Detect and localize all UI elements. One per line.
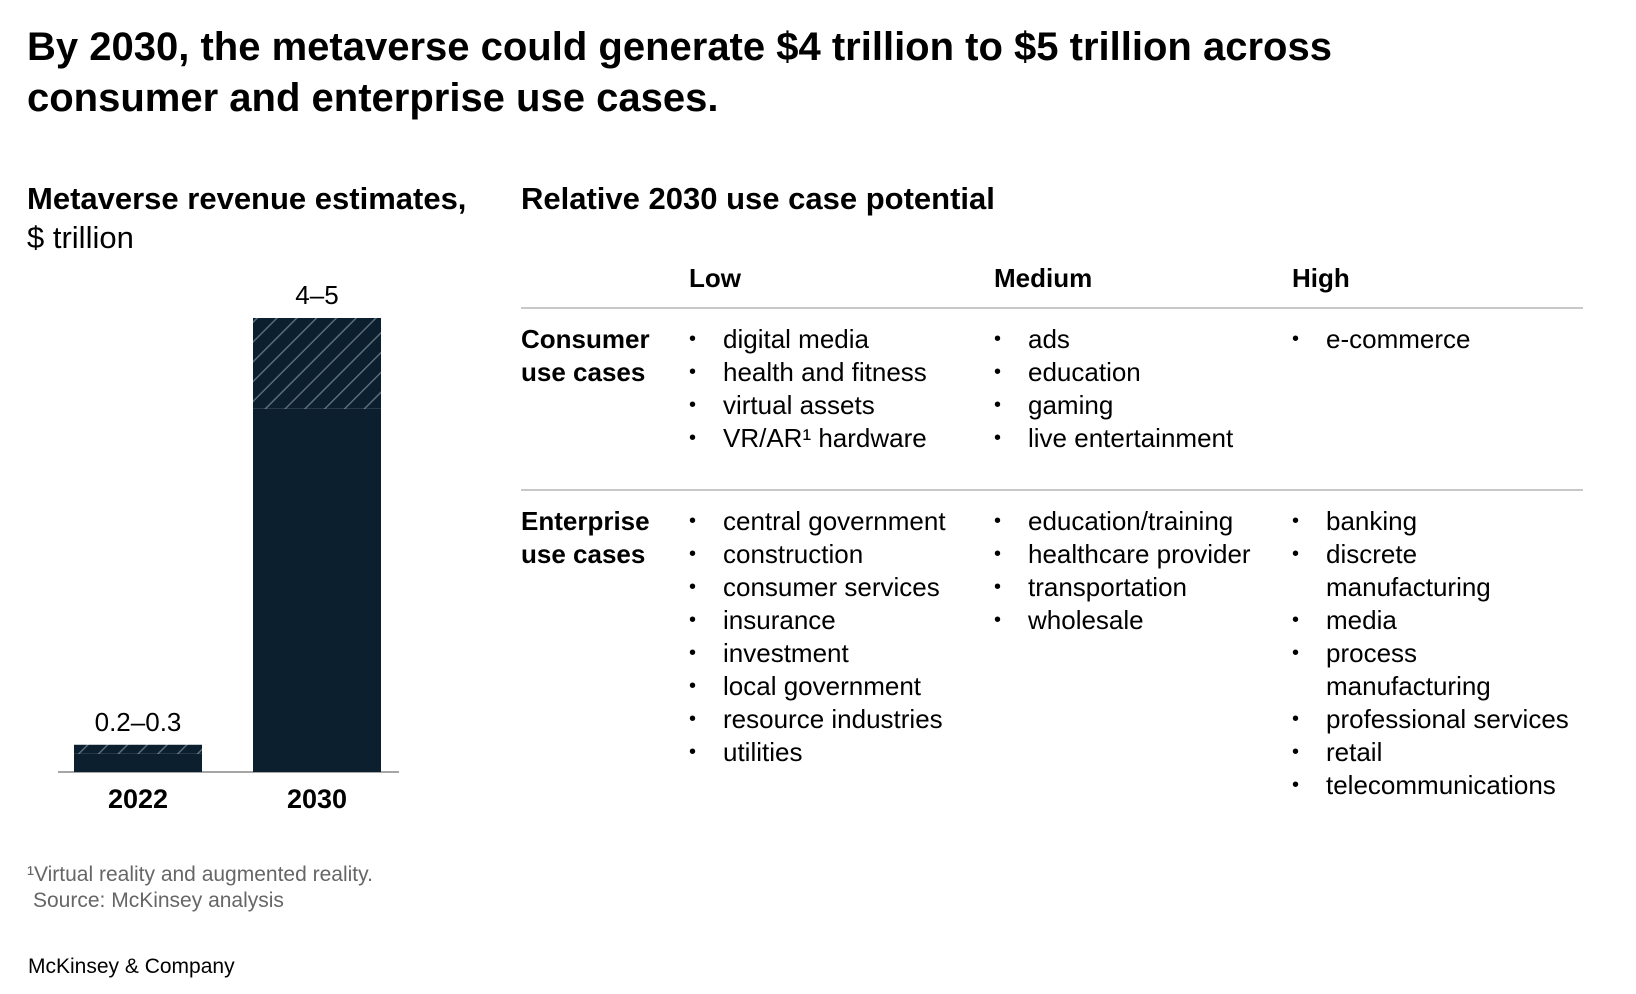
list-item: health and fitness [689,356,994,389]
item-list: adseducationgaminglive entertainment [994,323,1292,489]
list-item: insurance [689,604,994,637]
list-item: construction [689,538,994,571]
table-row: Enterprise use casescentral governmentco… [521,491,1583,802]
item-list: central governmentconstructionconsumer s… [689,505,994,802]
list-item: professional services [1292,703,1583,736]
chart-subtitle: $ trillion [27,220,134,255]
item-list: e-commerce [1292,323,1583,489]
list-item: digital media [689,323,994,356]
column-header: Low [689,263,741,293]
list-item: healthcare provider [994,538,1292,571]
list-item: wholesale [994,604,1292,637]
page-title: By 2030, the metaverse could generate $4… [27,25,1332,120]
x-tick-label: 2030 [287,784,347,814]
list-item: gaming [994,389,1292,422]
footnote: ¹Virtual reality and augmented reality. [27,863,373,886]
chart: 0.2–0.3 2022 4–5 2030 [58,280,399,814]
item-list: digital mediahealth and fitnessvirtual a… [689,323,994,489]
source: Source: McKinsey analysis [33,889,284,912]
header-row: Low Medium High [521,262,1583,309]
table-row: Consumer use cases digital mediahealth an… [521,309,1583,491]
value-label: 4–5 [295,280,338,310]
list-item: central government [689,505,994,538]
brand: McKinsey & Company [28,955,235,978]
list-item: VR/AR¹ hardware [689,422,994,455]
list-item: media [1292,604,1583,637]
list-item: live entertainment [994,422,1292,455]
bar-solid [253,408,381,772]
list-item: education [994,356,1292,389]
list-item: virtual assets [689,389,994,422]
list-item: investment [689,637,994,670]
list-item: e-commerce [1292,323,1583,356]
column-header: High [1292,263,1350,293]
list-item: transportation [994,571,1292,604]
list-item: consumer services [689,571,994,604]
row-label: Enterprise use cases [521,506,650,569]
list-item: banking [1292,505,1583,538]
list-item: discrete manufacturing [1292,538,1583,604]
bar-solid [74,753,202,772]
x-tick-label: 2022 [108,784,168,814]
bar-range [253,318,381,409]
list-item: retail [1292,736,1583,769]
chart-title: Metaverse revenue estimates, [27,181,467,216]
list-item: local government [689,670,994,703]
list-item: utilities [689,736,994,769]
list-item: education/training [994,505,1292,538]
row-label: Consumer use cases [521,324,650,387]
list-item: process manufacturing [1292,637,1583,703]
column-header: Medium [994,263,1093,293]
list-item: ads [994,323,1292,356]
item-list: education/traininghealthcare providertra… [994,505,1292,802]
value-label: 0.2–0.3 [95,707,182,737]
item-list: bankingdiscrete manufacturingmediaproces… [1292,505,1583,802]
use-case-table: Low Medium High Consumer use cases digital … [521,262,1583,802]
list-item: telecommunications [1292,769,1583,802]
bar-range [74,744,202,754]
table-title: Relative 2030 use case potential [521,181,995,216]
list-item: resource industries [689,703,994,736]
